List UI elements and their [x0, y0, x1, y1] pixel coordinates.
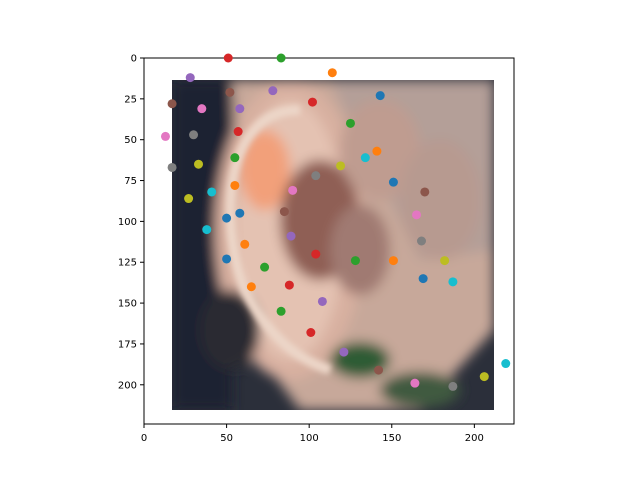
y-axis: 0 25 50 75 100 125 150 175 200: [118, 54, 144, 391]
scatter-point: [233, 127, 243, 137]
scatter-point: [167, 162, 177, 172]
scatter-points: [160, 53, 511, 391]
scatter-point: [388, 177, 398, 187]
y-tick-label: 0: [131, 54, 137, 65]
scatter-point: [307, 97, 317, 107]
scatter-point: [260, 262, 270, 272]
x-tick-label: 100: [300, 433, 319, 444]
scatter-point: [410, 378, 420, 388]
x-axis: 0 50 100 150 200: [141, 424, 484, 444]
scatter-point: [279, 207, 289, 217]
scatter-point: [167, 99, 177, 109]
x-tick-label: 50: [220, 433, 233, 444]
scatter-point: [189, 130, 199, 140]
scatter-point: [184, 194, 194, 204]
scatter-point: [288, 185, 298, 195]
x-tick-label: 200: [465, 433, 484, 444]
scatter-point: [448, 381, 458, 391]
scatter-point: [339, 347, 349, 357]
ear-image: [172, 80, 494, 410]
y-tick-label: 75: [124, 176, 137, 187]
scatter-point: [276, 53, 286, 63]
y-tick-label: 150: [118, 299, 137, 310]
scatter-point: [246, 282, 256, 292]
scatter-point: [375, 91, 385, 101]
scatter-point: [336, 161, 346, 171]
scatter-point: [223, 53, 233, 63]
y-tick-label: 50: [124, 135, 137, 146]
scatter-point: [230, 153, 240, 163]
scatter-point: [240, 239, 250, 249]
y-tick-label: 200: [118, 380, 137, 391]
y-tick-label: 25: [124, 94, 137, 105]
y-tick-label: 100: [118, 217, 137, 228]
scatter-point: [202, 225, 212, 235]
scatter-point: [286, 231, 296, 241]
y-tick-label: 175: [118, 339, 137, 350]
scatter-point: [374, 365, 384, 375]
scatter-point: [417, 236, 426, 246]
scatter-point: [345, 118, 355, 128]
y-tick-label: 125: [118, 258, 137, 269]
scatter-point: [448, 277, 458, 287]
scatter-point: [306, 328, 316, 337]
scatter-point: [350, 256, 360, 266]
scatter-point: [222, 213, 232, 223]
scatter-point: [317, 296, 327, 306]
scatter-point: [418, 274, 428, 284]
scatter-point: [372, 146, 382, 156]
x-tick-label: 0: [141, 433, 147, 444]
scatter-point: [327, 68, 337, 78]
scatter-point: [420, 187, 430, 197]
scatter-point: [440, 256, 450, 266]
x-tick-label: 150: [382, 433, 401, 444]
scatter-point: [222, 254, 232, 264]
scatter-point: [501, 359, 511, 369]
scatter-point: [268, 86, 278, 96]
scatter-point: [225, 87, 235, 97]
scatter-point: [311, 249, 321, 259]
scatter-point: [197, 104, 207, 114]
axes-frame: [143, 57, 515, 425]
scatter-point: [311, 171, 321, 181]
scatter-point: [235, 104, 245, 114]
scatter-point: [185, 73, 195, 83]
scatter-point: [230, 180, 240, 190]
scatter-point: [284, 280, 294, 290]
scatter-point: [388, 256, 398, 266]
scatter-point: [194, 159, 204, 169]
scatter-point: [360, 153, 370, 163]
scatter-point: [479, 372, 489, 382]
scatter-point: [207, 187, 217, 197]
scatter-point: [235, 208, 245, 218]
scatter-point: [412, 210, 422, 220]
scatter-point: [160, 131, 170, 141]
scatter-point: [276, 306, 286, 316]
